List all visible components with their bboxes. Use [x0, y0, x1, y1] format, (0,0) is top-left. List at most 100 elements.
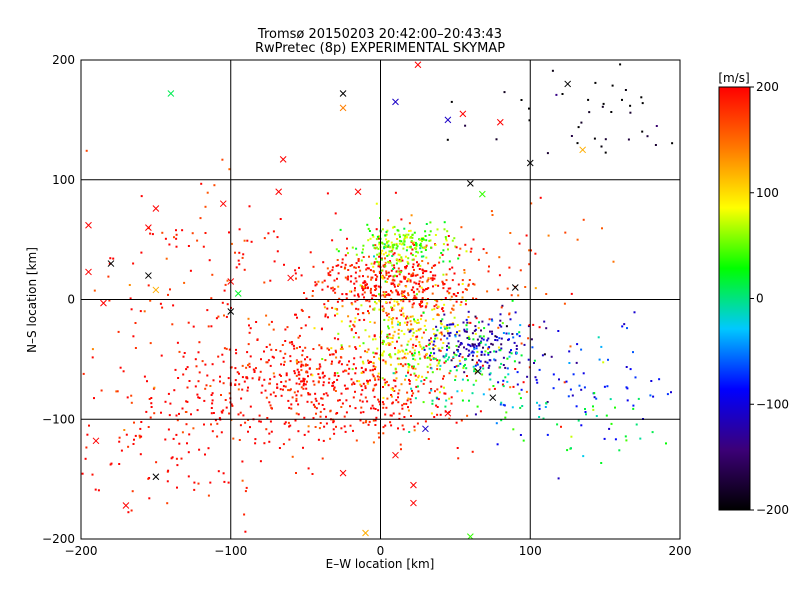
- scatter-point: [258, 414, 261, 417]
- scatter-point: [319, 365, 322, 368]
- scatter-point: [118, 440, 121, 443]
- scatter-point: [211, 392, 214, 395]
- scatter-point: [518, 242, 521, 245]
- scatter-point: [175, 433, 178, 436]
- scatter-point: [280, 375, 282, 377]
- scatter-point: [563, 302, 566, 305]
- scatter-point: [341, 258, 344, 261]
- scatter-point: [455, 369, 458, 372]
- scatter-point: [171, 323, 174, 326]
- scatter-point: [206, 191, 209, 194]
- scatter-point: [443, 325, 446, 328]
- scatter-point: [363, 318, 366, 321]
- scatter-point: [396, 259, 399, 262]
- scatter-point: [429, 230, 432, 233]
- scatter-point: [459, 247, 462, 250]
- scatter-point: [454, 379, 457, 381]
- scatter-point: [433, 352, 436, 355]
- scatter-point: [490, 342, 493, 345]
- scatter-point: [382, 386, 384, 388]
- scatter-point: [331, 269, 334, 272]
- scatter-point: [134, 347, 137, 349]
- scatter-point: [226, 279, 229, 282]
- scatter-point: [444, 392, 447, 395]
- scatter-point: [314, 426, 317, 428]
- scatter-point: [372, 375, 375, 378]
- scatter-point: [637, 397, 640, 400]
- scatter-point: [447, 346, 450, 349]
- scatter-point: [409, 329, 412, 332]
- scatter-point: [422, 311, 425, 314]
- scatter-point: [354, 287, 356, 290]
- scatter-point: [287, 389, 290, 392]
- scatter-point: [375, 416, 378, 419]
- scatter-point: [475, 297, 478, 300]
- scatter-point: [183, 281, 186, 284]
- scatter-point: [384, 245, 387, 248]
- scatter-point: [198, 341, 201, 344]
- scatter-point: [341, 293, 344, 296]
- scatter-point: [323, 374, 326, 377]
- scatter-point: [528, 324, 531, 326]
- scatter-point: [509, 386, 512, 389]
- scatter-point: [515, 352, 518, 354]
- scatter-point: [354, 346, 357, 349]
- scatter-point: [368, 312, 370, 315]
- scatter-point: [372, 389, 375, 392]
- scatter-point: [397, 363, 400, 366]
- scatter-point: [269, 420, 272, 423]
- scatter-point: [443, 361, 446, 364]
- scatter-point: [402, 312, 405, 315]
- scatter-point: [527, 358, 530, 361]
- scatter-point: [449, 287, 452, 290]
- scatter-point: [431, 399, 434, 402]
- cross-marker: [354, 188, 362, 196]
- scatter-point: [376, 347, 379, 350]
- scatter-point: [391, 309, 394, 312]
- scatter-point: [235, 352, 238, 355]
- scatter-point: [436, 228, 439, 231]
- scatter-point: [323, 306, 326, 309]
- scatter-point: [431, 402, 434, 405]
- scatter-point: [387, 384, 390, 387]
- scatter-point: [265, 314, 268, 317]
- scatter-point: [100, 389, 103, 392]
- scatter-point: [210, 325, 213, 328]
- scatter-point: [411, 352, 413, 355]
- scatter-point: [489, 378, 492, 381]
- scatter-point: [267, 232, 270, 235]
- scatter-point: [458, 334, 461, 337]
- scatter-point: [343, 384, 346, 387]
- scatter-point: [393, 266, 396, 269]
- scatter-point: [339, 228, 342, 231]
- scatter-point: [328, 348, 330, 351]
- scatter-point: [419, 357, 422, 360]
- scatter-point: [682, 119, 684, 121]
- scatter-point: [282, 385, 285, 388]
- scatter-point: [263, 378, 266, 381]
- scatter-point: [314, 392, 317, 395]
- scatter-point: [699, 416, 701, 418]
- scatter-point: [446, 138, 449, 141]
- scatter-point: [263, 350, 265, 353]
- scatter-point: [475, 345, 478, 348]
- scatter-point: [499, 313, 502, 316]
- scatter-point: [370, 278, 373, 281]
- scatter-point: [419, 345, 422, 348]
- scatter-point: [482, 393, 485, 396]
- scatter-point: [320, 346, 323, 349]
- scatter-point: [331, 239, 334, 242]
- scatter-point: [276, 386, 279, 389]
- scatter-point: [259, 420, 262, 423]
- cross-marker: [362, 529, 369, 537]
- scatter-point: [322, 381, 325, 384]
- scatter-point: [520, 354, 523, 357]
- scatter-point: [419, 264, 422, 267]
- scatter-point: [378, 357, 380, 360]
- scatter-point: [410, 328, 413, 331]
- scatter-point: [401, 357, 404, 360]
- scatter-point: [398, 242, 401, 245]
- scatter-point: [405, 348, 408, 351]
- scatter-point: [484, 350, 487, 353]
- scatter-point: [211, 430, 214, 433]
